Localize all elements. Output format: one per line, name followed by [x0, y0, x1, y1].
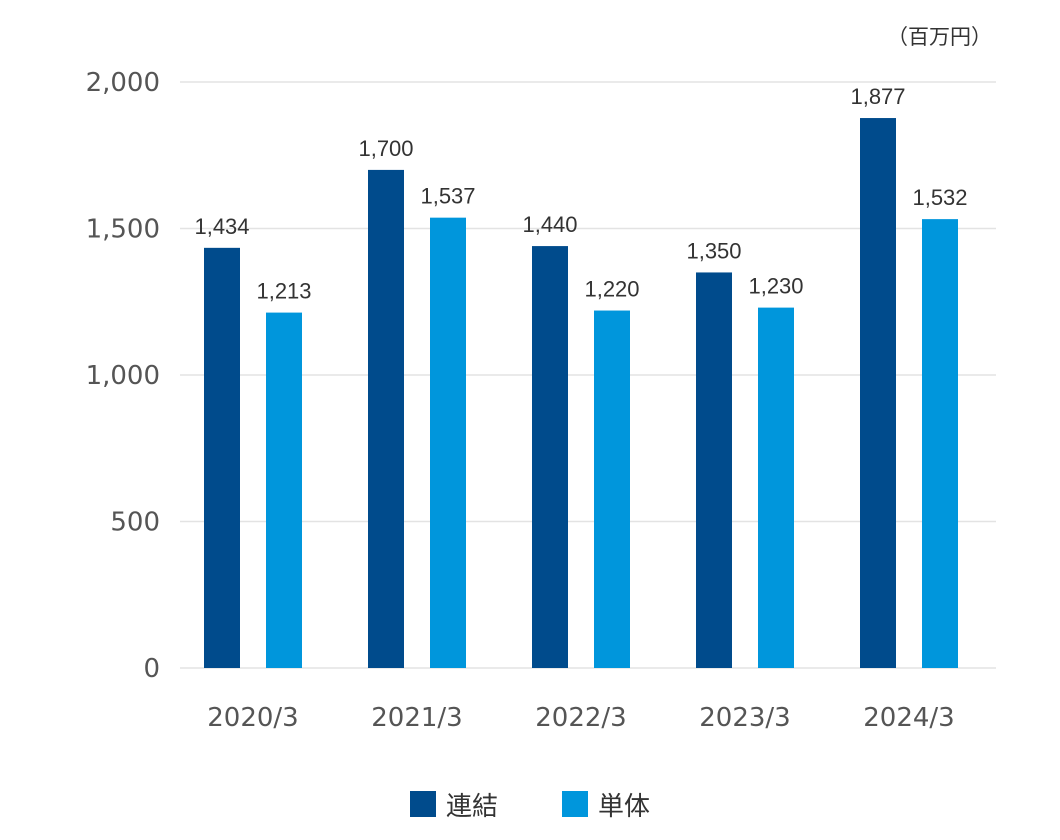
- y-tick-label: 1,500: [86, 215, 160, 245]
- bar-consolidated: [532, 246, 568, 668]
- legend-swatch-consolidated: [409, 791, 436, 817]
- data-label: 1,537: [420, 184, 475, 209]
- unit-label: （百万円）: [887, 25, 992, 49]
- y-tick-label: 0: [143, 654, 160, 684]
- bar-standalone: [266, 312, 302, 668]
- data-label: 1,700: [358, 136, 413, 161]
- bar-standalone: [430, 217, 466, 668]
- bar-chart: （百万円） 0 500 1,000 1,500 2,000 1,434 1,213 1,70…: [86, 25, 996, 733]
- bar-consolidated: [204, 247, 240, 668]
- x-tick-label: 2022/3: [535, 703, 626, 733]
- legend-label-consolidated: 連結: [445, 791, 498, 822]
- y-tick-label: 1,000: [86, 361, 160, 391]
- data-label: 1,440: [522, 212, 577, 237]
- bars: 1,434 1,213 1,700 1,537 1,440 1,220 1,350 1,230…: [194, 84, 968, 668]
- x-tick-label: 2020/3: [207, 703, 298, 733]
- data-label: 1,213: [256, 279, 311, 304]
- y-tick-label: 500: [110, 508, 160, 538]
- x-tick-label: 2021/3: [371, 703, 462, 733]
- y-tick-label: 2,000: [86, 68, 160, 98]
- legend-item-consolidated: 連結: [409, 786, 498, 823]
- data-label: 1,877: [850, 84, 905, 109]
- bar-consolidated: [368, 169, 404, 668]
- x-tick-label: 2024/3: [863, 703, 954, 733]
- legend-item-standalone: 単体: [562, 786, 650, 823]
- legend: 連結 単体: [0, 784, 1060, 824]
- x-axis: 2020/3 2021/3 2022/3 2023/3 2024/3: [207, 703, 954, 733]
- data-label: 1,230: [748, 274, 803, 299]
- bar-standalone: [758, 307, 794, 668]
- bar-standalone: [922, 219, 958, 668]
- y-axis: 0 500 1,000 1,500 2,000: [86, 68, 160, 684]
- data-label: 1,220: [584, 277, 639, 302]
- data-label: 1,434: [194, 214, 249, 239]
- data-label: 1,350: [686, 238, 741, 263]
- legend-swatch-standalone: [562, 791, 588, 817]
- x-tick-label: 2023/3: [699, 703, 790, 733]
- bar-consolidated: [860, 118, 896, 668]
- data-label: 1,532: [912, 185, 967, 210]
- bar-consolidated: [696, 272, 732, 668]
- bar-standalone: [594, 310, 630, 668]
- legend-label-standalone: 単体: [598, 791, 651, 822]
